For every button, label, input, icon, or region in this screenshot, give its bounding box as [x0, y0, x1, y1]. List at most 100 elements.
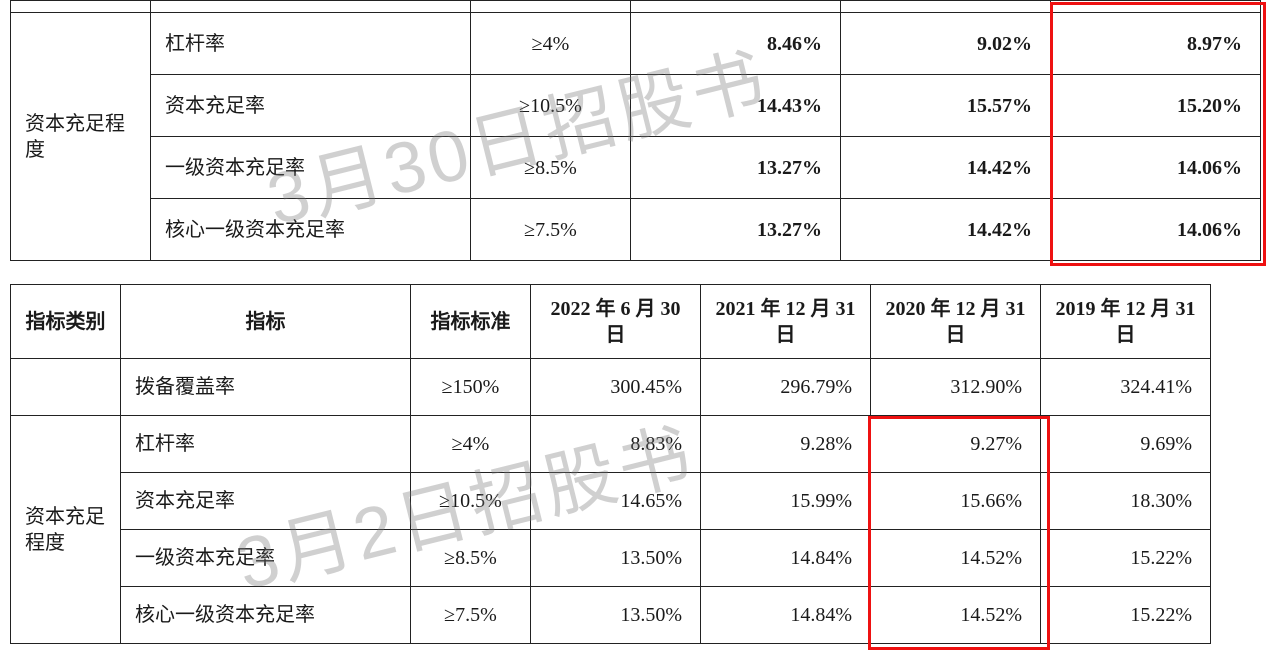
- value: 14.52%: [871, 592, 1040, 638]
- metric-cell: 核心一级资本充足率: [151, 199, 471, 261]
- value: 9.02%: [841, 21, 1050, 67]
- value-cell: 13.27%: [631, 137, 841, 199]
- value: 15.20%: [1051, 83, 1260, 129]
- value: 15.57%: [841, 83, 1050, 129]
- value-cell: 15.22%: [1041, 530, 1211, 587]
- value-cell: 14.84%: [701, 530, 871, 587]
- metric-label: 杠杆率: [151, 21, 470, 67]
- value-cell: 14.42%: [841, 137, 1051, 199]
- header-date: 2019 年 12 月 31 日: [1041, 285, 1211, 359]
- value: 14.06%: [1051, 207, 1260, 253]
- value-cell: 8.46%: [631, 13, 841, 75]
- metric-cell: 资本充足率: [121, 473, 411, 530]
- std-value: ≥4%: [471, 21, 630, 67]
- value: 324.41%: [1041, 364, 1210, 410]
- metric-cell: 拨备覆盖率: [121, 359, 411, 416]
- value: 13.50%: [531, 535, 700, 581]
- header-date: 2021 年 12 月 31 日: [701, 285, 871, 359]
- value: 14.42%: [841, 207, 1050, 253]
- value-cell: 9.69%: [1041, 416, 1211, 473]
- value-cell: 9.27%: [871, 416, 1041, 473]
- metric-label: 资本充足率: [151, 83, 470, 129]
- value: 9.27%: [871, 421, 1040, 467]
- metric-label: 拨备覆盖率: [121, 364, 410, 410]
- value: 14.65%: [531, 478, 700, 524]
- metric-cell: 杠杆率: [121, 416, 411, 473]
- std-cell: ≥7.5%: [471, 199, 631, 261]
- value: 14.06%: [1051, 145, 1260, 191]
- value: 13.27%: [631, 145, 840, 191]
- header-label: 指标标准: [411, 299, 530, 345]
- value-cell: 18.30%: [1041, 473, 1211, 530]
- value-cell: 14.65%: [531, 473, 701, 530]
- value: 15.99%: [701, 478, 870, 524]
- value-cell: 15.99%: [701, 473, 871, 530]
- metric-cell: 杠杆率: [151, 13, 471, 75]
- category-cell-empty: [11, 359, 121, 416]
- std-value: ≥10.5%: [411, 478, 530, 524]
- value: 9.28%: [701, 421, 870, 467]
- value: 15.66%: [871, 478, 1040, 524]
- value-cell: 8.97%: [1051, 13, 1261, 75]
- value: 8.46%: [631, 21, 840, 67]
- value-cell: 14.52%: [871, 530, 1041, 587]
- value: 312.90%: [871, 364, 1040, 410]
- category-cell: 资本充足程度: [11, 13, 151, 261]
- metric-label: 一级资本充足率: [121, 535, 410, 581]
- header-label: 2022 年 6 月 30 日: [531, 286, 700, 358]
- value: 8.97%: [1051, 21, 1260, 67]
- value-cell: 14.06%: [1051, 137, 1261, 199]
- value: 13.50%: [531, 592, 700, 638]
- header-label: 2019 年 12 月 31 日: [1041, 286, 1210, 358]
- std-value: ≥4%: [411, 421, 530, 467]
- std-cell: ≥10.5%: [471, 75, 631, 137]
- metric-cell: 一级资本充足率: [121, 530, 411, 587]
- value-cell: 14.52%: [871, 587, 1041, 644]
- value-cell: 13.50%: [531, 587, 701, 644]
- value: 15.22%: [1041, 535, 1210, 581]
- value-cell: 14.06%: [1051, 199, 1261, 261]
- value: 15.22%: [1041, 592, 1210, 638]
- header-label: 2020 年 12 月 31 日: [871, 286, 1040, 358]
- category-label: 资本充足程度: [11, 494, 120, 566]
- value: 14.43%: [631, 83, 840, 129]
- metric-label: 资本充足率: [121, 478, 410, 524]
- header-metric: 指标: [121, 285, 411, 359]
- std-value: ≥8.5%: [471, 145, 630, 191]
- value-cell: 296.79%: [701, 359, 871, 416]
- capital-adequacy-table-top: 资本充足程度 杠杆率 ≥4% 8.46% 9.02% 8.97% 资本充足率 ≥…: [10, 0, 1261, 261]
- value-cell: 312.90%: [871, 359, 1041, 416]
- value-cell: 9.02%: [841, 13, 1051, 75]
- metric-cell: 资本充足率: [151, 75, 471, 137]
- std-cell: ≥7.5%: [411, 587, 531, 644]
- value-cell: 15.66%: [871, 473, 1041, 530]
- header-std: 指标标准: [411, 285, 531, 359]
- value-cell: 8.83%: [531, 416, 701, 473]
- std-cell: ≥4%: [411, 416, 531, 473]
- std-value: ≥7.5%: [411, 592, 530, 638]
- capital-adequacy-table-bottom: 指标类别 指标 指标标准 2022 年 6 月 30 日 2021 年 12 月…: [10, 284, 1211, 644]
- std-cell: ≥8.5%: [471, 137, 631, 199]
- header-date: 2022 年 6 月 30 日: [531, 285, 701, 359]
- header-date: 2020 年 12 月 31 日: [871, 285, 1041, 359]
- value-cell: 324.41%: [1041, 359, 1211, 416]
- header-label: 指标: [121, 299, 410, 345]
- value: 14.42%: [841, 145, 1050, 191]
- std-value: ≥150%: [411, 364, 530, 410]
- std-value: ≥10.5%: [471, 83, 630, 129]
- value: 18.30%: [1041, 478, 1210, 524]
- value-cell: 15.57%: [841, 75, 1051, 137]
- value: 14.84%: [701, 592, 870, 638]
- header-label: 指标类别: [11, 299, 120, 345]
- metric-label: 核心一级资本充足率: [121, 592, 410, 638]
- metric-label: 核心一级资本充足率: [151, 207, 470, 253]
- metric-label: 杠杆率: [121, 421, 410, 467]
- metric-label: 一级资本充足率: [151, 145, 470, 191]
- value-cell: 15.22%: [1041, 587, 1211, 644]
- value: 296.79%: [701, 364, 870, 410]
- category-label: 资本充足程度: [11, 101, 150, 173]
- value-cell: 14.43%: [631, 75, 841, 137]
- value: 13.27%: [631, 207, 840, 253]
- value: 8.83%: [531, 421, 700, 467]
- std-value: ≥7.5%: [471, 207, 630, 253]
